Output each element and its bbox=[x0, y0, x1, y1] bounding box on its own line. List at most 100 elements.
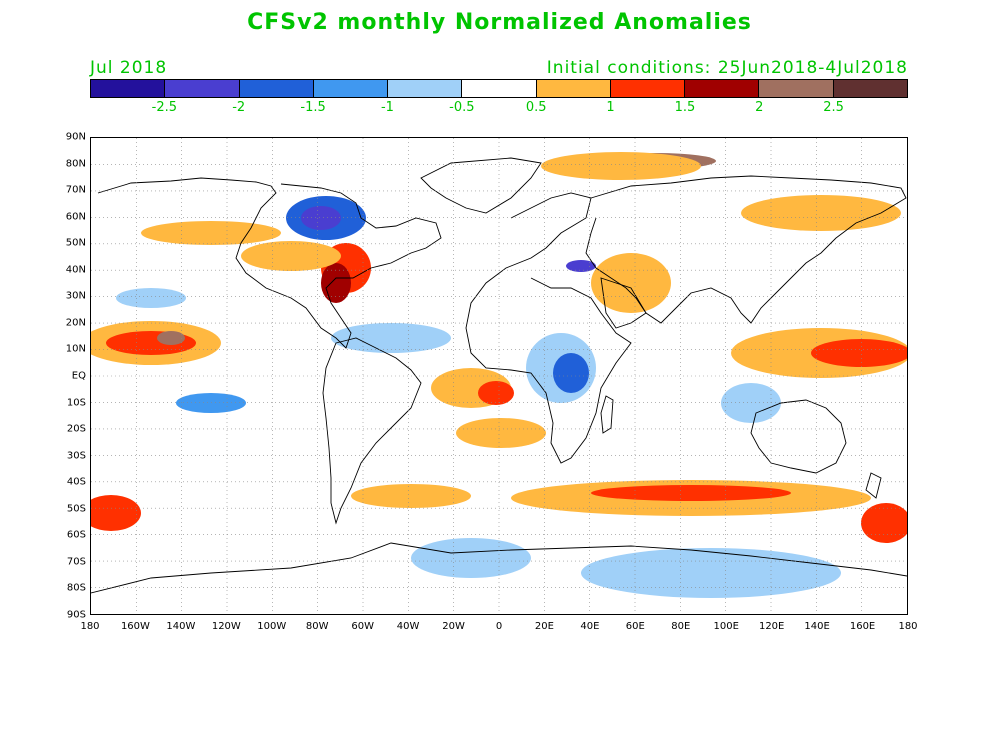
anomaly-region bbox=[157, 331, 185, 345]
longitude-label: 40W bbox=[396, 621, 420, 632]
latitude-label: 50S bbox=[66, 503, 86, 515]
colorbar-tick-label: 1.5 bbox=[674, 100, 696, 115]
anomaly-region bbox=[566, 260, 596, 272]
latitude-label: 70S bbox=[66, 556, 86, 568]
gridlines bbox=[91, 138, 907, 614]
coastlines bbox=[91, 157, 907, 594]
north-america-outline bbox=[97, 177, 442, 349]
anomaly-region bbox=[301, 206, 341, 230]
colorbar-tick-label: -1.5 bbox=[300, 100, 326, 115]
longitude-label: 160W bbox=[120, 621, 150, 632]
longitude-label: 120E bbox=[758, 621, 785, 632]
longitude-label: 180 bbox=[898, 621, 918, 632]
longitude-label: 20W bbox=[442, 621, 465, 632]
latitude-label: 60N bbox=[65, 211, 86, 223]
anomaly-region bbox=[411, 538, 531, 578]
colorbar-segment bbox=[610, 80, 686, 97]
longitude-label: 0 bbox=[495, 621, 503, 632]
colorbar-segment bbox=[239, 80, 314, 97]
colorbar bbox=[90, 79, 908, 98]
anomaly-region bbox=[478, 381, 514, 405]
anomaly-region bbox=[541, 152, 701, 180]
colorbar-tick-label: 0.5 bbox=[525, 100, 547, 115]
anomaly-region bbox=[811, 339, 907, 367]
colorbar-tick-label: -2 bbox=[232, 100, 246, 115]
latitude-label: 10N bbox=[65, 343, 86, 355]
longitude-label: 140E bbox=[804, 621, 830, 632]
australia-outline bbox=[750, 399, 847, 474]
latitude-label: 10S bbox=[66, 397, 86, 409]
anomaly-region bbox=[861, 503, 907, 543]
valid-month-label: Jul 2018 bbox=[90, 58, 168, 78]
anomaly-region bbox=[241, 241, 341, 271]
anomaly-region bbox=[331, 323, 451, 353]
longitude-label: 20E bbox=[534, 621, 554, 632]
longitude-label: 80E bbox=[671, 621, 691, 632]
colorbar-tick-label: 1 bbox=[606, 100, 615, 115]
europe-africa-outline bbox=[465, 192, 632, 464]
colorbar-segment bbox=[685, 80, 760, 97]
map-canvas bbox=[91, 138, 907, 614]
eurasia-outline bbox=[585, 175, 907, 324]
latitude-label: EQ bbox=[71, 370, 86, 382]
longitude-label: 100W bbox=[257, 621, 287, 632]
init-conditions-label: Initial conditions: 25Jun2018-4Jul2018 bbox=[546, 58, 908, 78]
anomaly-region bbox=[591, 253, 671, 313]
colorbar-tick-label: -2.5 bbox=[151, 100, 178, 115]
colorbar-tick-label: -1 bbox=[380, 100, 394, 115]
longitude-label: 160E bbox=[849, 621, 876, 632]
anomaly-region bbox=[351, 484, 471, 508]
chart-title: CFSv2 monthly Normalized Anomalies bbox=[247, 10, 752, 35]
colorbar-segment bbox=[313, 80, 389, 97]
longitude-label: 140W bbox=[166, 621, 196, 632]
latitude-label: 80S bbox=[66, 582, 86, 594]
latitude-label: 20S bbox=[66, 423, 86, 435]
anomaly-region bbox=[141, 221, 281, 245]
latitude-label: 90S bbox=[66, 609, 86, 621]
latitude-label: 30N bbox=[65, 290, 86, 302]
colorbar-segment bbox=[536, 80, 611, 97]
anomaly-region bbox=[321, 263, 351, 303]
colorbar-segment bbox=[462, 80, 537, 97]
antarctica-outline bbox=[91, 542, 907, 594]
latitude-label: 80N bbox=[65, 158, 86, 170]
colorbar-tick-label: 2 bbox=[755, 100, 764, 115]
longitude-label: 60E bbox=[625, 621, 645, 632]
greenland-outline bbox=[420, 157, 542, 214]
anomaly-region bbox=[116, 288, 186, 308]
latitude-label: 20N bbox=[65, 317, 86, 329]
anomaly-region bbox=[591, 485, 791, 501]
longitude-label: 100E bbox=[713, 621, 739, 632]
anomaly-fields bbox=[91, 152, 907, 598]
latitude-label: 90N bbox=[65, 131, 86, 143]
anomaly-region bbox=[456, 418, 546, 448]
anomaly-region bbox=[741, 195, 901, 231]
colorbar-segment bbox=[91, 80, 166, 97]
colorbar-tick-label: -0.5 bbox=[449, 100, 475, 115]
latitude-label: 70N bbox=[65, 184, 86, 196]
colorbar-segment bbox=[833, 80, 907, 97]
anomaly-region bbox=[581, 548, 841, 598]
longitude-label: 120W bbox=[211, 621, 241, 632]
colorbar-segment bbox=[165, 80, 240, 97]
anomaly-region bbox=[176, 393, 246, 413]
longitude-label: 180 bbox=[80, 621, 100, 632]
madagascar-outline bbox=[600, 395, 614, 434]
latitude-label: 40N bbox=[65, 264, 86, 276]
latitude-label: 40S bbox=[66, 476, 86, 488]
longitude-label: 60W bbox=[351, 621, 374, 632]
longitude-label: 40E bbox=[580, 621, 600, 632]
latitude-label: 60S bbox=[66, 529, 86, 541]
latitude-label: 30S bbox=[66, 450, 86, 462]
south-america-outline bbox=[322, 337, 422, 525]
anomaly-region bbox=[553, 353, 589, 393]
new-zealand-outline bbox=[865, 472, 882, 499]
anomaly-region bbox=[721, 383, 781, 423]
colorbar-tick-label: 2.5 bbox=[823, 100, 844, 115]
anomaly-region bbox=[91, 495, 141, 531]
anomaly-map bbox=[90, 137, 908, 615]
latitude-label: 50N bbox=[65, 237, 86, 249]
colorbar-segment bbox=[388, 80, 463, 97]
colorbar-segment bbox=[759, 80, 834, 97]
longitude-label: 80W bbox=[305, 621, 329, 632]
